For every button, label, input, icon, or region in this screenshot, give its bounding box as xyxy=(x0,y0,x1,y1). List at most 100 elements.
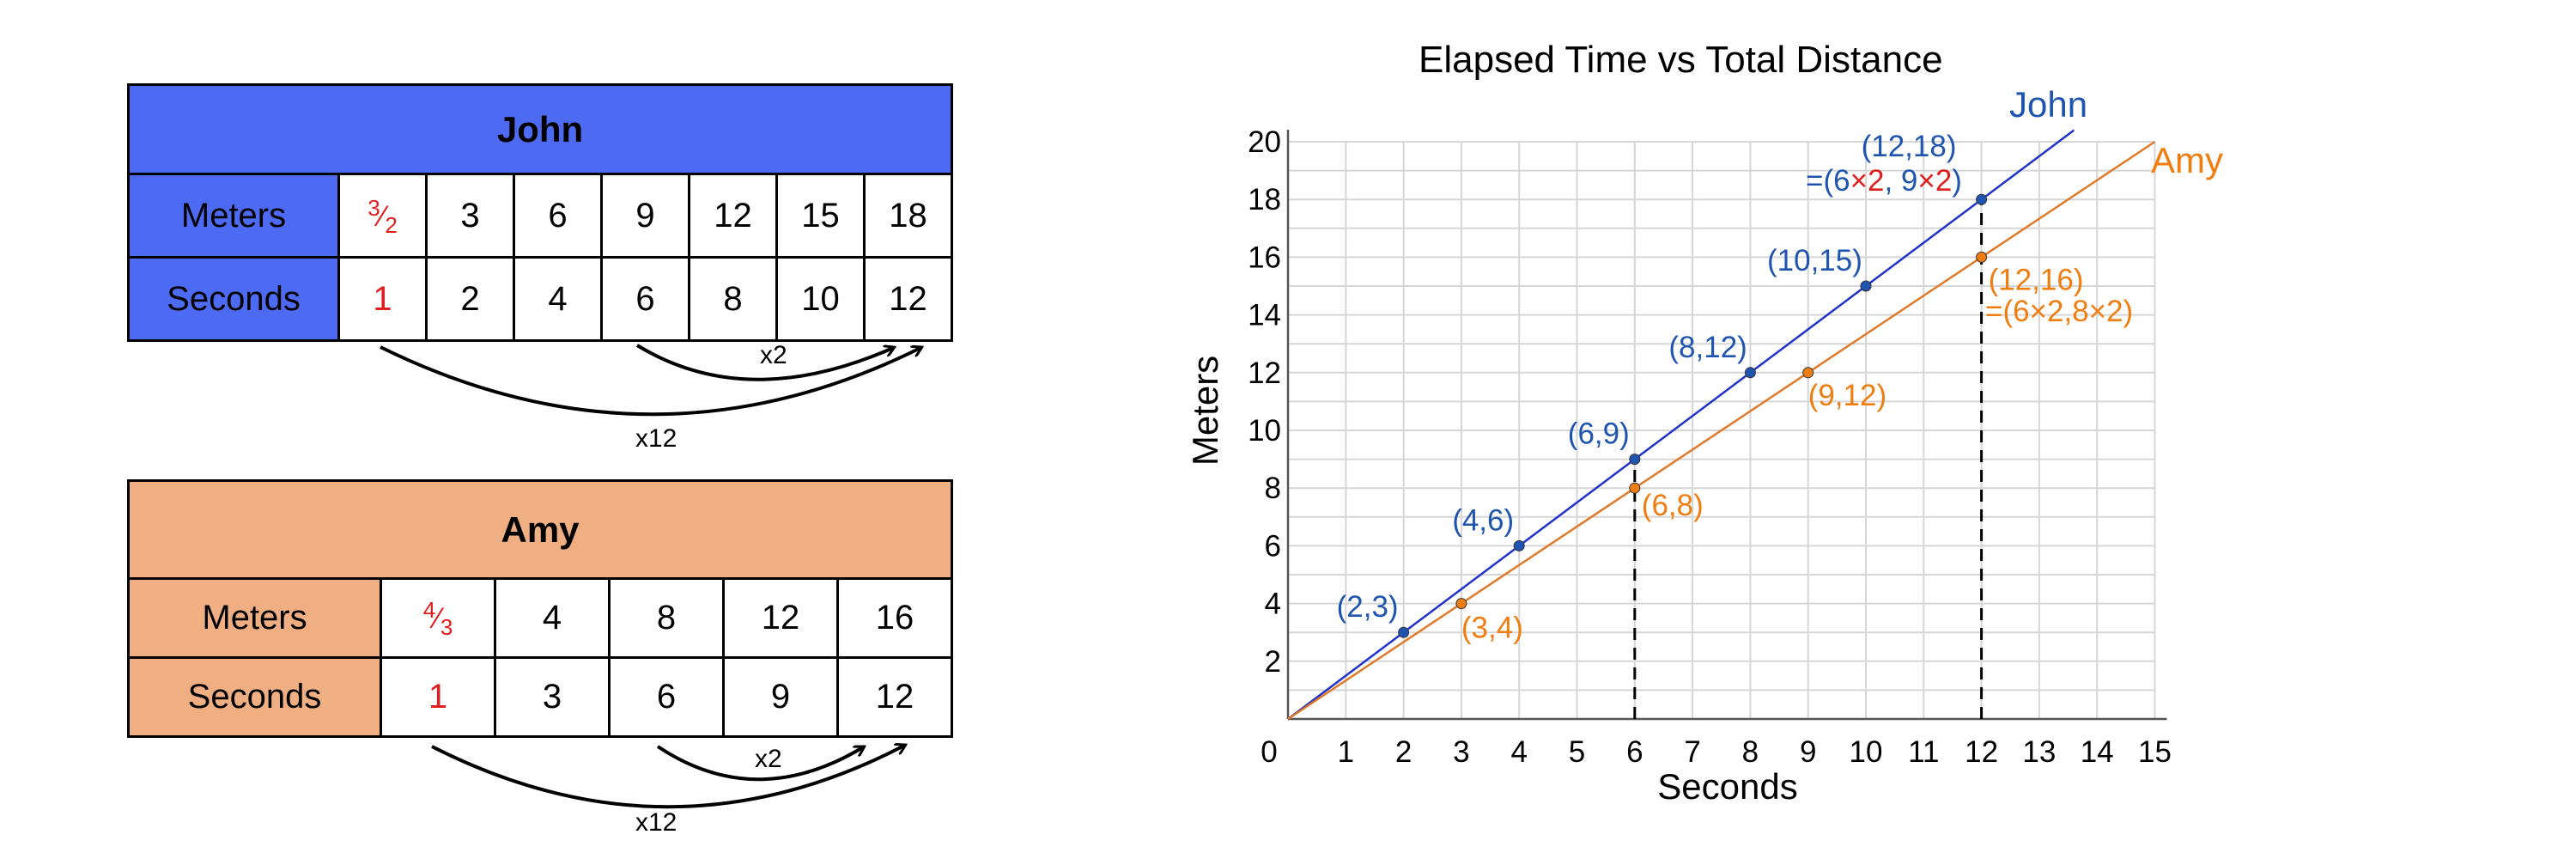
john-point-label: (12,18) xyxy=(1862,130,1957,163)
john-point-label: (8,12) xyxy=(1668,331,1747,364)
y-axis-label: Meters xyxy=(1185,356,1225,466)
amy-seconds-cell: 6 xyxy=(608,656,725,738)
amy-ratio-table: Amy Meters 4⁄3 4 8 12 16 Seconds 1 3 6 9… xyxy=(126,479,954,738)
john-seconds-header: Seconds xyxy=(127,256,340,342)
y-tick-label: 20 xyxy=(1248,125,1281,159)
john-meters-header: Meters xyxy=(127,173,340,259)
amy-data-point xyxy=(1455,598,1467,610)
john-data-point xyxy=(1744,367,1756,379)
john-seconds-cell: 4 xyxy=(513,256,603,342)
amy-x2-arrow xyxy=(656,745,863,782)
john-meters-cell: 3 xyxy=(425,173,515,259)
john-meters-cell: 9 xyxy=(600,173,690,259)
x-tick-label: 10 xyxy=(1850,735,1883,769)
y-tick-label: 12 xyxy=(1248,356,1281,390)
amy-series-line xyxy=(1287,140,2156,721)
y-tick-label: 10 xyxy=(1248,414,1281,448)
john-x2-label: x2 xyxy=(760,341,787,369)
john-ratio-table: John Meters 3⁄2 3 6 9 12 15 18 Seconds 1… xyxy=(126,83,954,342)
amy-series-name: Amy xyxy=(2151,140,2223,180)
y-tick-label: 8 xyxy=(1265,472,1281,505)
x-tick-label: 5 xyxy=(1569,735,1585,769)
john-point-label: (4,6) xyxy=(1452,503,1514,537)
john-seconds-cell: 2 xyxy=(425,256,515,342)
amy-seconds-cell: 3 xyxy=(494,656,611,738)
john-series-name: John xyxy=(2009,84,2087,125)
amy-x12-label: x12 xyxy=(635,808,677,837)
john-seconds-cell: 8 xyxy=(688,256,778,342)
x-tick-label: 6 xyxy=(1626,735,1643,769)
chart-lines xyxy=(1287,129,2156,721)
x-tick-label: 4 xyxy=(1510,735,1527,769)
x-tick-label: 12 xyxy=(1965,735,1998,769)
amy-data-point xyxy=(1802,367,1814,379)
john-data-point xyxy=(1976,193,1988,205)
john-data-point xyxy=(1398,626,1410,638)
amy-point-label: (12,16) xyxy=(1989,263,2084,296)
x-tick-label: 3 xyxy=(1453,735,1469,769)
y-tick-label: 14 xyxy=(1248,299,1281,332)
john-x12-arrow xyxy=(380,347,920,417)
amy-equation-annotation: =(6×2,8×2) xyxy=(1985,295,2133,328)
x-tick-label: 13 xyxy=(2022,735,2056,769)
john-seconds-cell: 12 xyxy=(862,256,954,342)
amy-meters-first-cell: 4⁄3 xyxy=(380,577,496,659)
john-series-line xyxy=(1287,129,2075,721)
john-meters-cell: 18 xyxy=(862,173,954,259)
amy-meters-cell: 16 xyxy=(835,577,954,659)
amy-unit-rate-fraction: 4⁄3 xyxy=(422,597,453,640)
x-tick-label: 0 xyxy=(1261,735,1277,769)
x-tick-label: 2 xyxy=(1395,735,1412,769)
chart-title: Elapsed Time vs Total Distance xyxy=(1419,39,1943,81)
amy-meters-cell: 4 xyxy=(494,577,611,659)
amy-meters-cell: 8 xyxy=(608,577,725,659)
john-point-label: (10,15) xyxy=(1767,244,1862,277)
x-tick-label: 15 xyxy=(2138,735,2172,769)
john-point-label: (6,9) xyxy=(1568,417,1630,451)
amy-point-label: (9,12) xyxy=(1808,379,1886,412)
amy-table-title: Amy xyxy=(126,479,954,580)
john-data-point xyxy=(1860,280,1872,292)
amy-x12-arrow xyxy=(431,746,904,809)
x-tick-label: 14 xyxy=(2081,735,2114,769)
amy-meters-header: Meters xyxy=(127,577,382,659)
y-tick-label: 2 xyxy=(1265,645,1281,679)
amy-seconds-first-cell: 1 xyxy=(380,656,496,738)
x-tick-label: 8 xyxy=(1742,735,1759,769)
john-x12-label: x12 xyxy=(635,424,677,453)
x-axis-label: Seconds xyxy=(1657,766,1797,807)
john-data-point xyxy=(1513,539,1525,551)
y-tick-label: 4 xyxy=(1265,588,1281,621)
john-seconds-first-cell: 1 xyxy=(337,256,428,342)
amy-data-point xyxy=(1629,482,1641,494)
john-meters-cell: 6 xyxy=(513,173,603,259)
y-tick-label: 6 xyxy=(1265,529,1281,563)
john-point-label: (2,3) xyxy=(1337,590,1399,624)
chart-grid xyxy=(1288,141,2156,719)
john-data-point xyxy=(1629,454,1641,466)
y-tick-label: 16 xyxy=(1248,241,1281,274)
john-seconds-cell: 10 xyxy=(775,256,866,342)
john-equation-annotation: =(6×2, 9×2) xyxy=(1806,164,1962,198)
amy-meters-cell: 12 xyxy=(722,577,839,659)
x-tick-label: 11 xyxy=(1908,735,1939,769)
john-meters-cell: 12 xyxy=(688,173,778,259)
john-meters-cell: 15 xyxy=(775,173,866,259)
amy-seconds-cell: 9 xyxy=(722,656,839,738)
amy-seconds-cell: 12 xyxy=(835,656,954,738)
x-tick-label: 1 xyxy=(1338,735,1354,769)
amy-x2-label: x2 xyxy=(755,745,782,773)
amy-point-label: (6,8) xyxy=(1642,489,1704,522)
x-tick-label: 9 xyxy=(1800,735,1816,769)
chart-labels: (2,3) (4,6) (6,9) (8,12) (10,15) (12,18) (3,4)… xyxy=(1337,130,2084,644)
amy-seconds-header: Seconds xyxy=(127,656,382,738)
amy-data-point xyxy=(1976,251,1988,263)
john-table-title: John xyxy=(126,83,954,175)
amy-point-label: (3,4) xyxy=(1461,612,1523,645)
john-x2-arrow xyxy=(635,344,893,381)
x-tick-label: 7 xyxy=(1684,735,1700,769)
y-tick-label: 18 xyxy=(1248,183,1281,216)
